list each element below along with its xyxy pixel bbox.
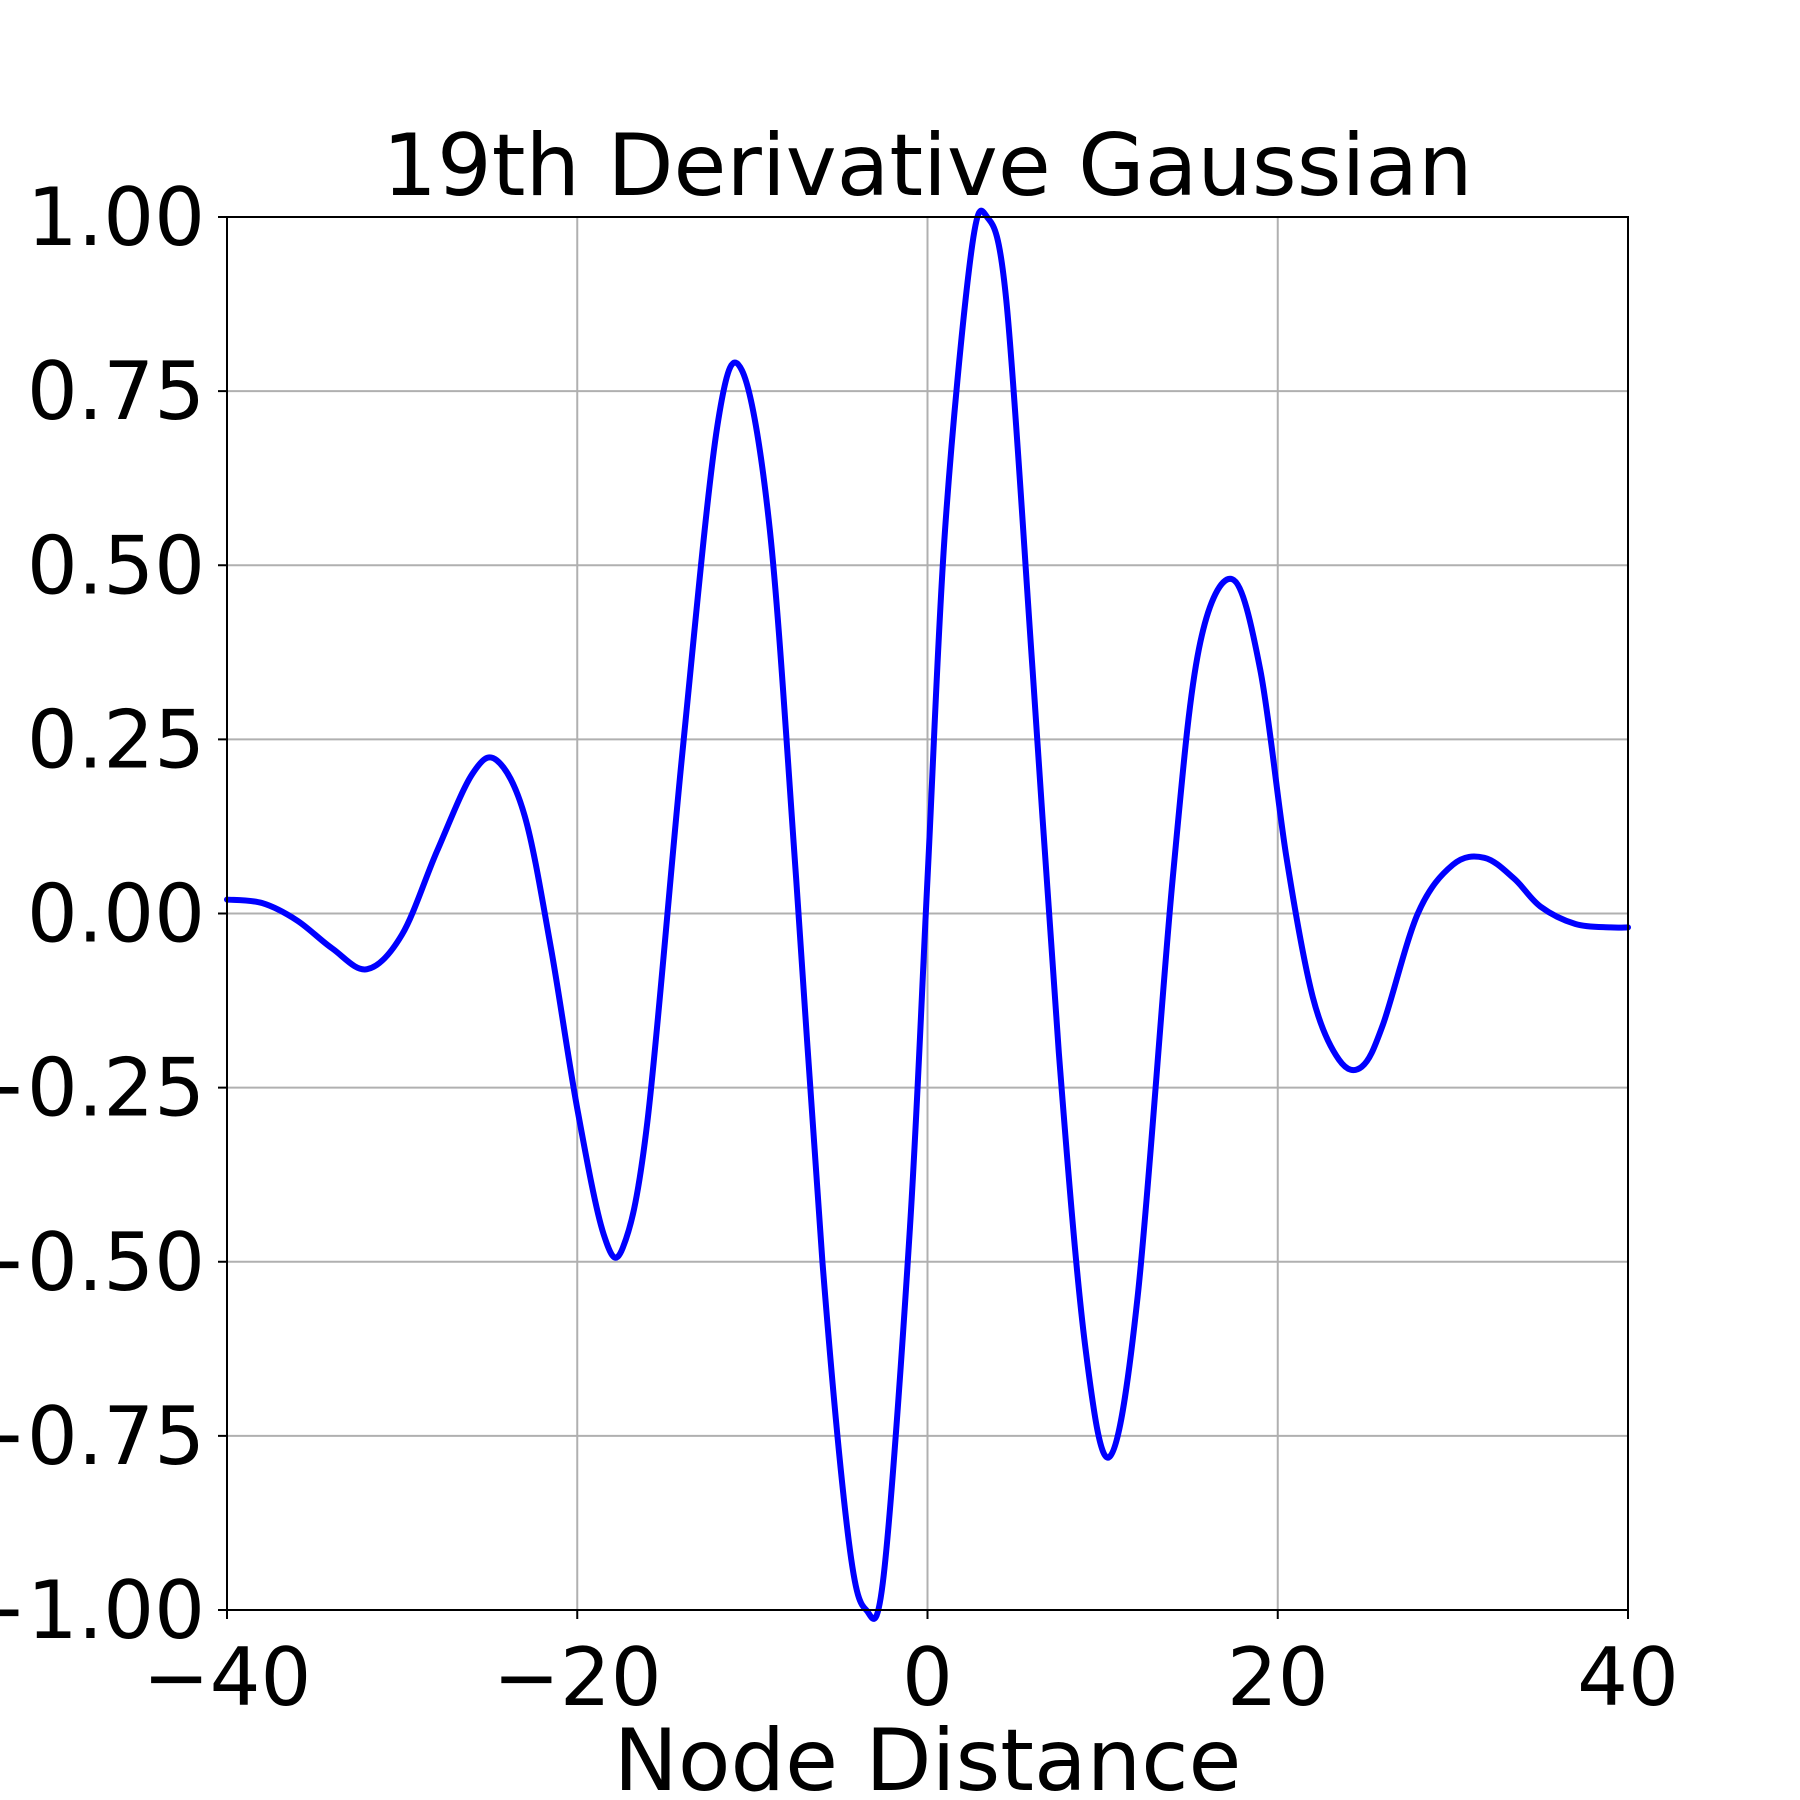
y-tick-label: −1.00 <box>0 1564 205 1657</box>
x-axis-ticks: −40 −20 0 20 40 <box>143 1610 1679 1724</box>
x-tick-label: 0 <box>902 1631 953 1724</box>
y-tick-label: 1.00 <box>27 171 205 264</box>
x-axis-label: Node Distance <box>614 1711 1242 1800</box>
y-tick-label: −0.25 <box>0 1042 205 1135</box>
y-axis-ticks: −1.00 −0.75 −0.50 −0.25 0.00 0.25 0.50 0.75 1.00 <box>0 171 227 1657</box>
x-tick-label: −20 <box>493 1631 662 1724</box>
x-tick-label: −40 <box>143 1631 312 1724</box>
series-line <box>224 207 1631 1622</box>
y-tick-label: 0.50 <box>27 519 205 612</box>
y-tick-label: −0.75 <box>0 1390 205 1483</box>
series-layer <box>224 207 1631 1622</box>
y-tick-label: 0.00 <box>27 868 205 961</box>
y-tick-label: −0.50 <box>0 1216 205 1309</box>
chart-title: 19th Derivative Gaussian <box>382 116 1472 216</box>
y-tick-label: 0.25 <box>27 693 205 786</box>
y-tick-label: 0.75 <box>27 345 205 438</box>
x-tick-label: 40 <box>1577 1631 1679 1724</box>
x-tick-label: 20 <box>1227 1631 1329 1724</box>
